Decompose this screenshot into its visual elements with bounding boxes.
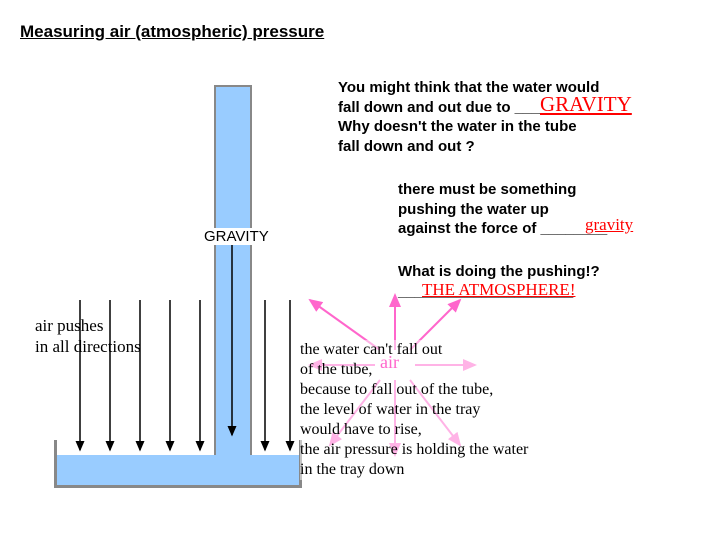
ap-line1: air pushes (35, 315, 141, 336)
tray-water (57, 455, 299, 485)
ap-line2: in all directions (35, 336, 141, 357)
p1-line4: fall down and out ? (338, 137, 631, 157)
gravity-label: GRAVITY (202, 228, 271, 245)
p4-line4: the level of water in the tray (300, 400, 528, 420)
air-label: air (380, 352, 399, 373)
p4-line5: would have to rise, (300, 420, 528, 440)
air-pushes-label: air pushes in all directions (35, 315, 141, 358)
page-title: Measuring air (atmospheric) pressure (20, 22, 324, 42)
p4-line2: of the tube, (300, 360, 528, 380)
p4-line6: the air pressure is holding the water (300, 440, 528, 460)
p2-line1: there must be something (398, 180, 607, 200)
paragraph-2: there must be something pushing the wate… (398, 180, 607, 239)
water-tube (214, 85, 252, 455)
p4-line1: the water can't fall out (300, 340, 528, 360)
p1-line3: Why doesn't the water in the tube (338, 117, 631, 137)
answer-gravity-big: GRAVITY (540, 92, 632, 117)
answer-gravity-small: gravity (585, 215, 633, 235)
p2-line2: pushing the water up (398, 200, 607, 220)
p4-line3: because to fall out of the tube, (300, 380, 528, 400)
p2-line3: against the force of ________ (398, 219, 607, 239)
p3-line1: What is doing the pushing!? (398, 262, 600, 282)
paragraph-4: the water can't fall out of the tube, be… (300, 340, 528, 480)
answer-atmosphere: THE ATMOSPHERE! (422, 280, 575, 300)
p4-line7: in the tray down (300, 460, 528, 480)
paragraph-1: You might think that the water would fal… (338, 78, 631, 156)
